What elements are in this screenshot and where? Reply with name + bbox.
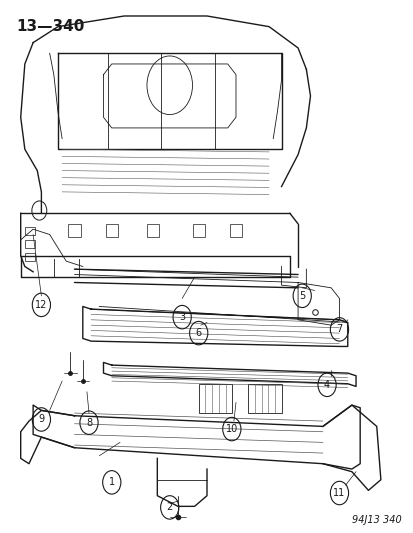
Text: 3: 3 [179,312,185,322]
Text: 2: 2 [166,503,173,512]
Bar [192,224,204,237]
Text: 9: 9 [38,415,44,424]
Text: 11: 11 [332,488,345,498]
Text: 4: 4 [323,380,329,390]
Bar [147,224,159,237]
Bar [68,224,81,237]
Bar [198,384,231,413]
Bar [248,384,281,413]
Text: 8: 8 [86,418,92,427]
Text: 7: 7 [335,325,342,334]
Bar [229,224,242,237]
Text: 13—340: 13—340 [17,19,85,34]
Bar [25,253,35,261]
Text: 12: 12 [35,300,47,310]
Bar [105,224,118,237]
Bar [25,240,35,248]
Text: 1: 1 [109,478,114,487]
Bar [25,227,35,235]
Text: 10: 10 [225,424,237,434]
Text: 5: 5 [298,291,305,301]
Text: 94J13 340: 94J13 340 [351,515,401,525]
Text: 6: 6 [195,328,201,338]
